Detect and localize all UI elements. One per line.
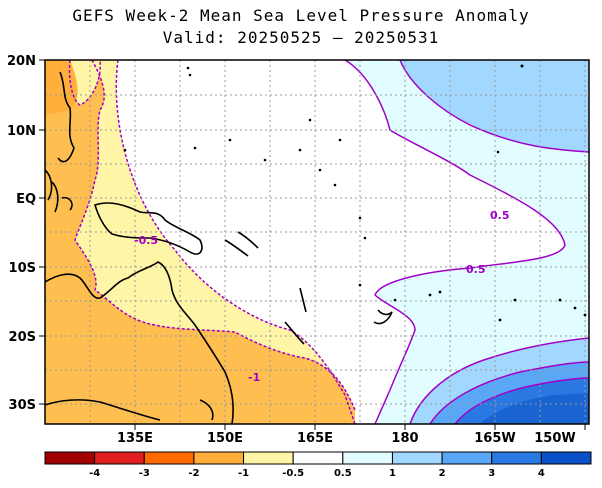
colorbar-swatch: [540, 451, 592, 465]
colorbar-label: 2: [439, 468, 446, 479]
colorbar-swatch: [193, 451, 245, 465]
lat-label-30s: 30S: [9, 398, 36, 413]
colorbar-label: 4: [538, 468, 545, 479]
philippines-coast: [57, 71, 75, 163]
colorbar-swatch: [391, 451, 443, 465]
lon-label-165w: 165W: [474, 431, 515, 446]
shade-neg1: [45, 60, 355, 424]
map-frame: [44, 59, 590, 425]
vanuatu-coast: [299, 287, 307, 313]
colorbar-swatch: [342, 451, 393, 465]
axis-ticks: [39, 59, 586, 430]
colorbar-label: 1: [389, 468, 396, 479]
contour-neg1: [74, 60, 356, 411]
colorbar-label: -4: [89, 468, 100, 479]
shade-pos05: [345, 60, 589, 424]
contour-pos2: [429, 361, 589, 424]
colorbar-label: 3: [488, 468, 495, 479]
lat-label-10n: 10N: [7, 124, 36, 139]
solomon-coast: [224, 231, 259, 257]
contour-label-neg1: -1: [248, 371, 260, 384]
new-caledonia-coast: [284, 321, 305, 345]
contour-pos05-north: [344, 60, 566, 424]
fiji-coast: [373, 309, 393, 325]
tasmania-hint: [199, 399, 214, 421]
colorbar-label: -2: [188, 468, 199, 479]
colorbar-label: -0.5: [282, 468, 304, 479]
colorbar-swatch: [94, 451, 145, 465]
colorbar-swatch: [143, 451, 195, 465]
new-guinea-coast: [94, 202, 203, 255]
graticule: [45, 60, 589, 424]
lat-label-eq: EQ: [16, 192, 36, 207]
contour-neg05-north: [68, 60, 101, 106]
shade-pos4: [480, 393, 589, 424]
contour-neg05-south: [115, 60, 356, 424]
borneo-coast: [45, 169, 53, 201]
lon-label-150e: 150E: [207, 431, 243, 446]
colorbar-label: -3: [139, 468, 150, 479]
lon-label-150w: 150W: [534, 431, 575, 446]
colorbar: -4 -3 -2 -1 -0.5 0.5 1 2 3 4: [44, 451, 592, 479]
contour-pos1-north: [399, 60, 589, 153]
contour-pos3: [454, 377, 589, 424]
lat-label-20n: 20N: [7, 54, 36, 69]
lon-label-135e: 135E: [117, 431, 153, 446]
small-islands: [123, 64, 587, 322]
colorbar-swatch: [491, 451, 542, 465]
contour-label-neg05: -0.5: [134, 234, 158, 247]
lat-label-10s: 10S: [9, 261, 36, 276]
contour-pos1-south: [409, 337, 589, 424]
lon-label-165e: 165E: [297, 431, 333, 446]
colorbar-label: 0.5: [334, 468, 352, 479]
coastlines: [45, 71, 393, 424]
colorbar-label: -1: [238, 468, 249, 479]
sulawesi-coast: [51, 181, 73, 213]
australia-coast: [45, 261, 234, 424]
map-title: GEFS Week-2 Mean Sea Level Pressure Anom…: [72, 6, 530, 25]
anomaly-field: 0.5 0.5 -0.5 -1: [45, 60, 589, 424]
contour-label-pos05-a: 0.5: [490, 209, 510, 222]
shade-neg1-core: [45, 60, 78, 115]
colorbar-swatch: [441, 451, 493, 465]
colorbar-swatch: [243, 451, 294, 465]
colorbar-swatch: [292, 451, 344, 465]
contour-label-pos05-b: 0.5: [466, 263, 486, 276]
lat-label-20s: 20S: [9, 330, 36, 345]
lon-label-180: 180: [391, 431, 418, 446]
colorbar-swatch: [44, 451, 96, 465]
valid-dates: Valid: 20250525 – 20250531: [162, 28, 440, 47]
